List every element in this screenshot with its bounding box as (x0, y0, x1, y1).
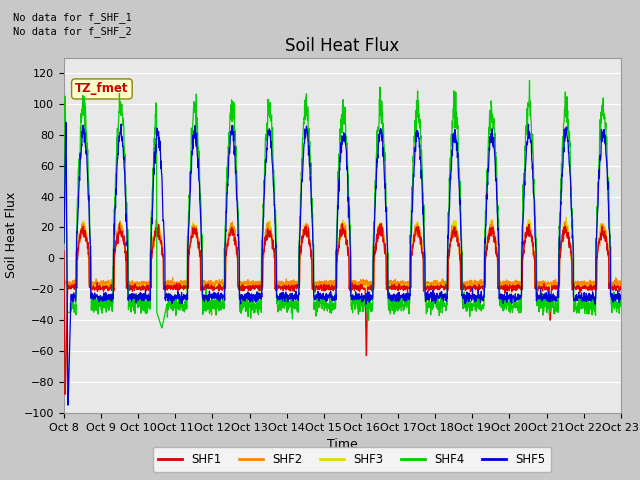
Text: No data for f_SHF_2: No data for f_SHF_2 (13, 26, 132, 37)
SHF1 (60, 248, 68, 253)
Line: SHF1: SHF1 (64, 224, 621, 394)
SHF3 (504, 285, 512, 290)
SHF3 (568, 282, 576, 288)
Line: SHF4: SHF4 (64, 81, 621, 328)
SHF5 (617, 297, 625, 302)
Line: SHF3: SHF3 (64, 217, 621, 289)
SHF5 (62, 120, 70, 125)
Line: SHF2: SHF2 (64, 220, 621, 288)
SHF3 (359, 281, 367, 287)
SHF2 (505, 278, 513, 284)
SHF2 (152, 217, 160, 223)
SHF4 (371, 191, 379, 196)
SHF5 (505, 293, 513, 299)
SHF4 (525, 78, 533, 84)
SHF5 (216, 293, 223, 299)
SHF3 (584, 281, 591, 287)
SHF5 (64, 402, 72, 408)
SHF1 (568, 285, 576, 290)
SHF2 (617, 282, 625, 288)
SHF2 (359, 276, 367, 282)
SHF1 (371, 249, 379, 255)
SHF5 (60, 240, 68, 246)
SHF4 (568, 226, 576, 231)
SHF3 (563, 215, 570, 220)
SHF4 (359, 300, 367, 305)
Legend: SHF1, SHF2, SHF3, SHF4, SHF5: SHF1, SHF2, SHF3, SHF4, SHF5 (152, 447, 552, 472)
SHF1 (505, 286, 513, 292)
SHF1 (617, 285, 625, 291)
SHF3 (617, 282, 625, 288)
SHF1 (116, 221, 124, 227)
SHF4 (617, 297, 625, 303)
Text: No data for f_SHF_1: No data for f_SHF_1 (13, 12, 132, 23)
SHF3 (60, 282, 68, 288)
SHF4 (584, 303, 591, 309)
SHF4 (158, 325, 166, 331)
SHF2 (568, 279, 576, 285)
SHF2 (216, 279, 223, 285)
SHF5 (359, 298, 367, 304)
SHF4 (216, 301, 223, 307)
Y-axis label: Soil Heat Flux: Soil Heat Flux (5, 192, 19, 278)
SHF5 (584, 294, 591, 300)
SHF3 (216, 281, 223, 287)
SHF4 (60, 240, 68, 246)
Line: SHF5: SHF5 (64, 122, 621, 405)
SHF3 (371, 249, 379, 254)
X-axis label: Time: Time (327, 438, 358, 451)
SHF4 (504, 302, 512, 308)
SHF3 (259, 287, 266, 292)
SHF2 (584, 281, 591, 287)
SHF1 (61, 391, 69, 397)
SHF1 (584, 284, 591, 290)
SHF1 (216, 283, 223, 288)
SHF2 (371, 244, 379, 250)
Title: Soil Heat Flux: Soil Heat Flux (285, 36, 399, 55)
SHF5 (568, 215, 576, 221)
Text: TZ_fmet: TZ_fmet (75, 83, 129, 96)
SHF2 (312, 285, 320, 291)
SHF5 (371, 206, 379, 212)
SHF2 (60, 279, 68, 285)
SHF1 (359, 285, 367, 290)
